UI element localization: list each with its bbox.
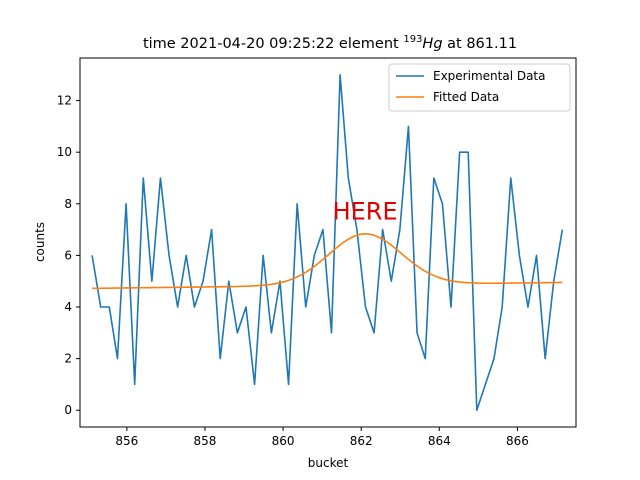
x-tick-label: 862	[350, 434, 373, 448]
y-tick-label: 10	[57, 145, 72, 159]
y-axis-label: counts	[33, 222, 47, 262]
x-axis-ticks: 856 858 860 862 864 866	[115, 427, 529, 448]
legend-box	[388, 63, 571, 112]
isotope-mass-superscript: 193	[403, 34, 422, 45]
series-line-experimental	[91, 73, 564, 412]
y-tick-label: 8	[64, 197, 72, 211]
annotation-layer: HERE	[333, 197, 398, 225]
x-tick-label: 864	[428, 434, 451, 448]
y-tick-label: 2	[64, 352, 72, 366]
y-axis-ticks: 0 2 4 6 8 10 12	[57, 94, 80, 417]
chart-title-prefix: time 2021-04-20 09:25:22 element	[143, 36, 403, 52]
x-axis-label: bucket	[308, 456, 349, 470]
x-tick-label: 858	[194, 434, 217, 448]
plot-area	[79, 57, 577, 428]
axes-frame	[79, 57, 577, 428]
svg-text:time 2021-04-20 09:25:22 eleme: time 2021-04-20 09:25:22 element 193Hg a…	[143, 34, 517, 52]
x-tick-label: 860	[272, 434, 295, 448]
x-tick-label: 856	[115, 434, 138, 448]
here-annotation: HERE	[333, 197, 398, 225]
series-line-fitted	[92, 233, 563, 290]
legend: Experimental Data Fitted Data	[388, 63, 571, 112]
y-tick-label: 6	[64, 248, 72, 262]
series-layer	[91, 73, 564, 412]
y-tick-label: 12	[57, 94, 72, 108]
x-tick-label: 866	[506, 434, 529, 448]
chart-title: time 2021-04-20 09:25:22 element 193Hg a…	[143, 34, 517, 52]
y-tick-label: 4	[64, 300, 72, 314]
legend-label-experimental: Experimental Data	[433, 69, 546, 83]
chart-title-suffix: at 861.11	[443, 36, 518, 52]
legend-label-fitted: Fitted Data	[433, 90, 499, 104]
y-tick-label: 0	[64, 403, 72, 417]
element-symbol: Hg	[422, 36, 442, 52]
